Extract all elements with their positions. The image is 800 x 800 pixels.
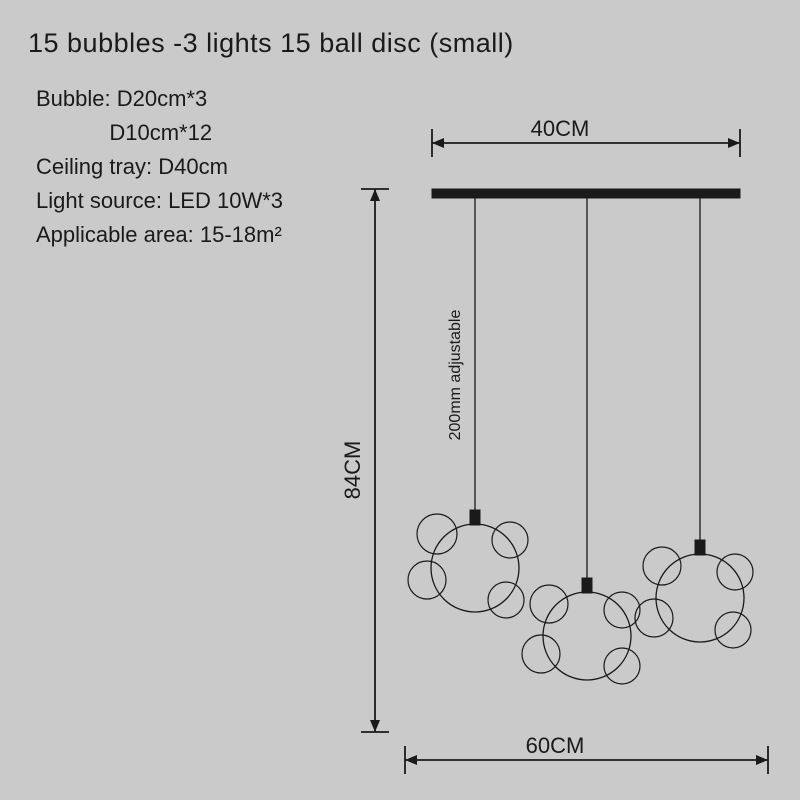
svg-text:200mm adjustable: 200mm adjustable	[447, 310, 464, 441]
svg-text:40CM: 40CM	[531, 116, 590, 141]
svg-text:84CM: 84CM	[340, 441, 365, 500]
svg-text:60CM: 60CM	[526, 733, 585, 758]
product-diagram: 40CM 84CM 60CM 200mm adjustable	[0, 0, 800, 800]
